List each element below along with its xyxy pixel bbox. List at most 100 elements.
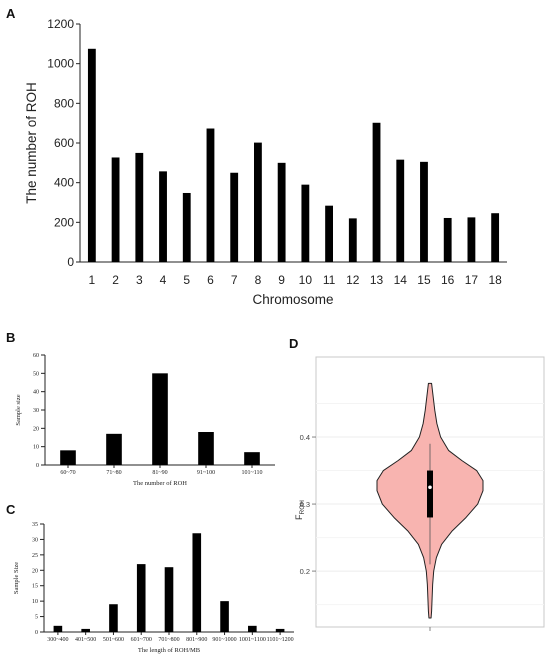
- y-tick-label: 25: [32, 553, 38, 559]
- bar: [301, 184, 310, 262]
- bar: [60, 450, 76, 465]
- x-tick-label: 60~70: [60, 470, 75, 476]
- x-tick-label: 14: [394, 273, 408, 287]
- chart-d-y-label: FROH: [294, 500, 306, 520]
- bar: [53, 625, 63, 632]
- x-tick-label: 7: [231, 273, 238, 287]
- bar: [420, 161, 428, 262]
- y-tick-label: 10: [33, 445, 39, 451]
- y-tick-label: 600: [54, 136, 74, 150]
- bar: [111, 157, 120, 262]
- y-tick-label: 1000: [47, 57, 74, 71]
- x-tick-label: 12: [346, 273, 360, 287]
- y-tick-label: 20: [33, 426, 39, 432]
- y-tick-label: 20: [32, 568, 38, 574]
- bar: [491, 213, 500, 262]
- x-tick-label: 401~500: [75, 637, 96, 643]
- panel-letter-a: A: [6, 6, 16, 21]
- x-tick-label: 9: [278, 273, 285, 287]
- y-tick-label: 0: [67, 255, 74, 269]
- x-tick-label: 2: [112, 273, 119, 287]
- y-tick-label: 400: [54, 176, 74, 190]
- panel-letter-d: D: [289, 336, 298, 351]
- bar: [396, 159, 405, 262]
- chart-d: 0.2 0.3 0.4 FROH: [294, 356, 545, 631]
- bar: [230, 172, 239, 262]
- y-tick-label: 50: [33, 371, 39, 377]
- x-tick-label: 91~100: [197, 470, 215, 476]
- y-tick-label: 30: [32, 537, 38, 543]
- y-tick-label: 30: [33, 408, 39, 414]
- bar: [152, 373, 168, 465]
- violin-median-point: [428, 485, 432, 490]
- x-tick-label: 17: [465, 273, 479, 287]
- chart-a-x-label: Chromosome: [252, 292, 333, 307]
- bar: [275, 628, 285, 632]
- x-tick-label: 1101~1200: [267, 637, 294, 643]
- bar: [348, 218, 357, 262]
- bar: [87, 48, 96, 262]
- panel-letter-b: B: [6, 330, 15, 345]
- x-tick-label: 501~600: [103, 637, 124, 643]
- x-tick-label: 901~1000: [212, 637, 236, 643]
- bar: [159, 171, 167, 262]
- x-tick-label: 4: [160, 273, 167, 287]
- bar: [136, 564, 146, 632]
- x-tick-label: 601~700: [131, 637, 152, 643]
- y-tick-label: 0.3: [300, 500, 310, 509]
- y-tick-label: 5: [35, 615, 38, 621]
- x-tick-label: 10: [299, 273, 313, 287]
- x-tick-label: 5: [183, 273, 190, 287]
- y-tick-label: 1200: [47, 17, 74, 31]
- x-tick-label: 81~90: [152, 470, 167, 476]
- chart-a-y-label: The number of ROH: [24, 82, 39, 204]
- bar: [277, 162, 286, 262]
- y-tick-label: 10: [32, 599, 38, 605]
- bar: [325, 205, 333, 262]
- chart-b-x-label: The number of ROH: [133, 480, 187, 487]
- x-tick-label: 300~400: [47, 637, 68, 643]
- x-tick-label: 18: [488, 273, 502, 287]
- x-tick-label: 1001~1100: [239, 637, 266, 643]
- chart-b-y-label: Sample size: [15, 394, 22, 425]
- bar: [443, 217, 452, 262]
- bar: [135, 152, 144, 262]
- x-tick-label: 801~900: [186, 637, 207, 643]
- x-tick-label: 701~800: [158, 637, 179, 643]
- bar: [254, 142, 262, 262]
- y-tick-label: 0.2: [300, 567, 310, 576]
- bar: [109, 604, 118, 632]
- y-tick-label: 0: [35, 630, 38, 636]
- x-tick-label: 13: [370, 273, 384, 287]
- chart-c-y-label: Sample Size: [13, 562, 20, 594]
- y-tick-label: 15: [32, 584, 38, 590]
- x-tick-label: 15: [417, 273, 431, 287]
- bar: [244, 452, 260, 465]
- bar: [182, 192, 191, 262]
- x-tick-label: 3: [136, 273, 143, 287]
- x-tick-label: 8: [255, 273, 262, 287]
- x-tick-label: 6: [207, 273, 214, 287]
- bar: [467, 217, 476, 262]
- bar: [192, 533, 202, 632]
- chart-b: 0 10 20 30 40 50 60 60~70 71~80 81~90 91~100 101~1…: [15, 353, 275, 487]
- bar: [164, 567, 174, 632]
- y-tick-label: 800: [54, 96, 74, 110]
- bar: [198, 432, 214, 465]
- chart-c: 0 5 10 15 20 25 30 35 300~400 401~500 501~600 601~…: [13, 522, 294, 654]
- x-tick-label: 71~80: [106, 470, 121, 476]
- bar: [372, 122, 381, 263]
- x-tick-label: 101~110: [241, 470, 262, 476]
- y-tick-label: 0.4: [300, 433, 310, 442]
- y-tick-label: 40: [33, 390, 39, 396]
- x-tick-label: 1: [89, 273, 96, 287]
- y-tick-label: 200: [54, 215, 74, 229]
- x-tick-label: 16: [441, 273, 455, 287]
- y-tick-label: 0: [36, 463, 39, 469]
- violin-box: [427, 470, 433, 518]
- chart-c-x-label: The length of ROH/MB: [138, 647, 201, 654]
- bar: [220, 601, 229, 632]
- bar: [81, 628, 90, 632]
